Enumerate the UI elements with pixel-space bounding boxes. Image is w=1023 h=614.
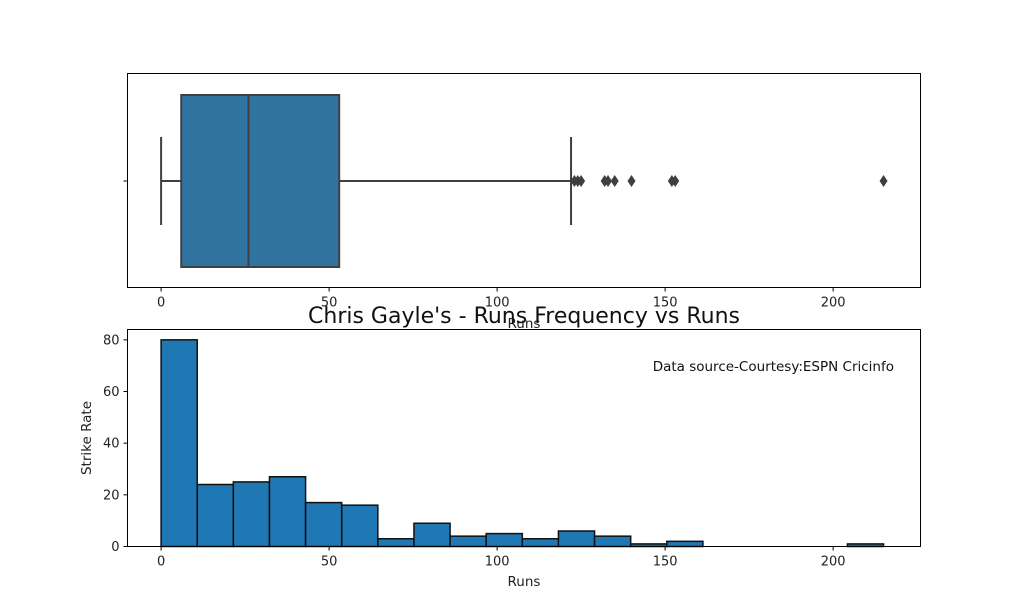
- data-source-annotation: Data source-Courtesy:ESPN Cricinfo: [653, 359, 894, 375]
- histogram-bar: [340, 504, 379, 548]
- outlier-point: [577, 175, 586, 187]
- histogram-bar: [268, 476, 307, 548]
- outlier-point: [604, 175, 613, 187]
- chart-title: Chris Gayle's - Runs Frequency vs Runs: [308, 304, 740, 329]
- histogram-y-tick-label: 60: [103, 385, 120, 400]
- histogram-bar: [521, 538, 560, 548]
- histogram-bar: [666, 540, 704, 548]
- histogram-bar: [377, 538, 415, 548]
- histogram-y-tick-label: 20: [103, 488, 120, 503]
- iqr-box: [180, 94, 341, 268]
- boxplot-panel: 0 50 100 150 200 Runs: [123, 73, 921, 332]
- boxplot-x-tick-label: 0: [157, 296, 165, 311]
- boxplot-x-axis-label: Runs: [508, 316, 541, 332]
- histogram-x-tick-label: 50: [321, 555, 338, 570]
- outlier-point: [627, 175, 636, 187]
- histogram-y-tick-label: 0: [111, 540, 119, 555]
- histogram-bar: [593, 535, 632, 548]
- outlier-point: [610, 175, 619, 187]
- histogram-x-axis-label: Runs: [508, 574, 541, 590]
- histogram-x-tick-label: 150: [653, 555, 678, 570]
- boxplot-x-ticks: 0 50 100 150 200: [157, 287, 846, 311]
- histogram-bar: [160, 339, 198, 548]
- histogram-bar: [485, 532, 524, 548]
- histogram-y-ticks: 0 20 40 60 80: [103, 333, 128, 555]
- histogram-bars: [160, 339, 885, 548]
- histogram-bar: [557, 530, 596, 548]
- histogram-bar: [196, 483, 235, 548]
- boxplot-x-tick-label: 50: [321, 296, 338, 311]
- histogram-y-tick-label: 40: [103, 437, 120, 452]
- histogram-bar: [413, 522, 451, 548]
- histogram-bar: [449, 535, 487, 548]
- histogram-bar: [232, 481, 271, 548]
- histogram-x-ticks: 0 50 100 150 200: [157, 546, 846, 570]
- outlier-point: [879, 175, 888, 187]
- outlier-point: [671, 175, 680, 187]
- histogram-y-axis-label: Strike Rate: [79, 401, 95, 475]
- boxplot-frame: [127, 73, 921, 288]
- histogram-x-tick-label: 100: [485, 555, 510, 570]
- histogram-x-tick-label: 200: [821, 555, 846, 570]
- boxplot-marks: [123, 94, 888, 268]
- boxplot-x-tick-label: 100: [485, 296, 510, 311]
- boxplot-x-tick-label: 150: [653, 296, 678, 311]
- boxplot-x-tick-label: 200: [821, 296, 846, 311]
- histogram-bar: [304, 501, 343, 548]
- histogram-y-tick-label: 80: [103, 333, 120, 348]
- histogram-frame: [127, 329, 921, 547]
- histogram-x-tick-label: 0: [157, 555, 165, 570]
